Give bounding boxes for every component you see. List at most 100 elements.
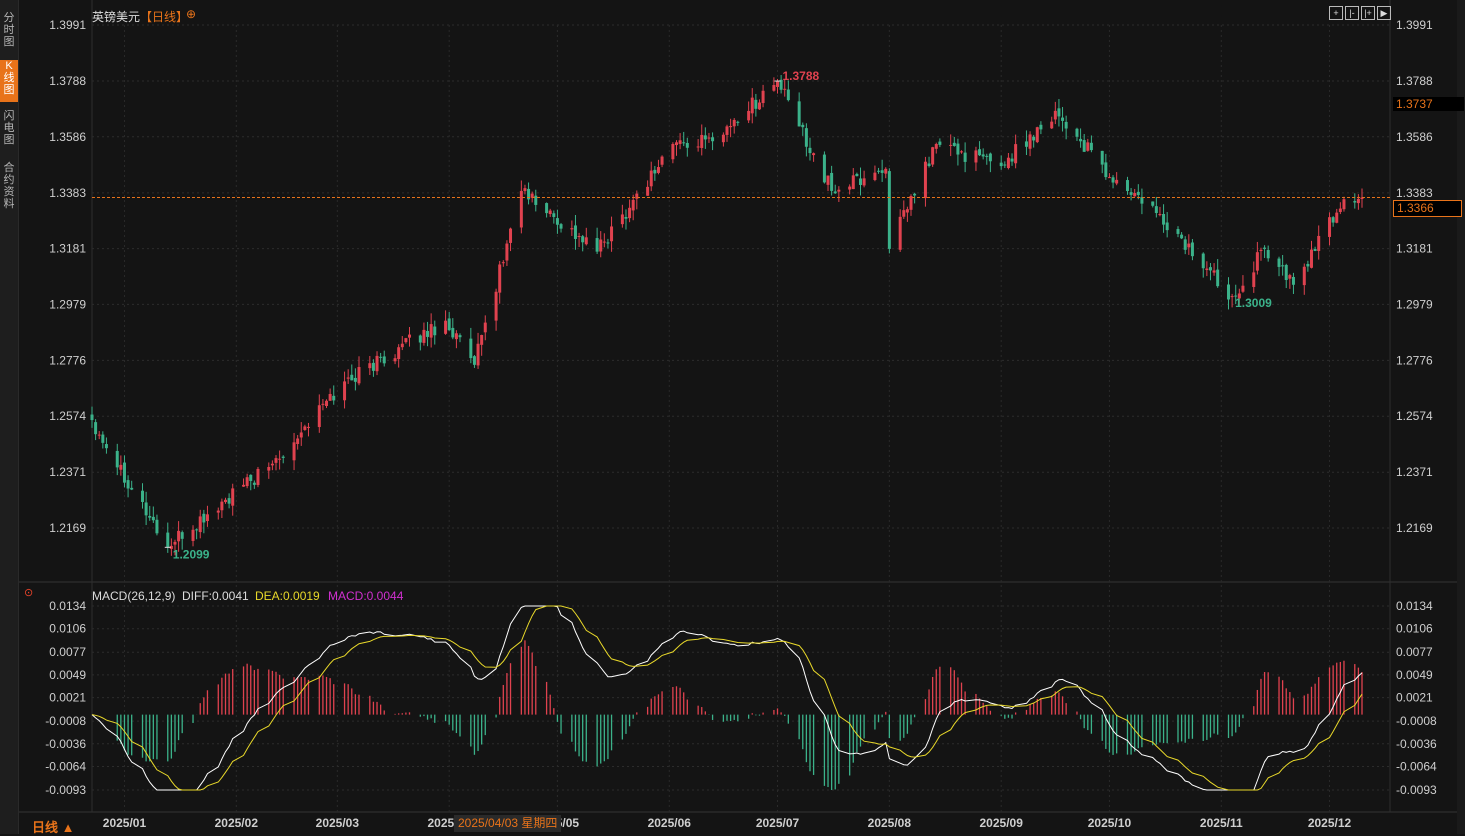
zoom-in-icon[interactable]: |+	[1361, 6, 1375, 20]
candle-body	[747, 110, 751, 121]
candle-body	[1306, 263, 1310, 267]
candle-body	[151, 516, 155, 521]
candle-body	[223, 499, 227, 503]
candle-body	[1335, 212, 1339, 223]
candle-body	[703, 135, 707, 140]
candle-body	[422, 329, 426, 343]
candle-body	[1024, 141, 1028, 147]
candle-body	[804, 128, 808, 147]
candle-body	[584, 237, 588, 245]
candle-body	[577, 235, 581, 237]
candle-body	[198, 516, 202, 533]
period-tag[interactable]: 【日线】	[140, 10, 189, 24]
price-tick-right: 1.3788	[1396, 74, 1433, 88]
candle-body	[812, 153, 816, 156]
candle-body	[447, 318, 451, 331]
candle-body	[1331, 217, 1335, 223]
candle-body	[408, 334, 411, 338]
candle-body	[754, 99, 758, 109]
macd-tick-right: -0.0093	[1396, 783, 1437, 797]
candle-body	[1107, 177, 1111, 179]
time-tick: 2025/03	[316, 816, 360, 830]
candle-body	[974, 150, 978, 163]
candle-body	[635, 193, 639, 199]
candle-body	[1032, 136, 1036, 141]
tab-contract-info[interactable]: 合约资料	[3, 162, 15, 210]
candle-body	[1259, 249, 1263, 251]
candle-body	[173, 541, 177, 545]
candle-body	[1010, 158, 1014, 162]
macd-hist-value: MACD:0.0044	[328, 589, 404, 603]
candle-body	[736, 121, 740, 123]
candle-body	[426, 330, 430, 337]
candle-body	[404, 338, 408, 343]
candle-body	[858, 178, 862, 185]
candle-body	[368, 363, 372, 369]
tab-flash[interactable]: 闪电图	[3, 110, 15, 146]
candle-body	[350, 374, 354, 381]
candle-body	[397, 347, 401, 360]
zoom-out-icon[interactable]: |-	[1345, 6, 1359, 20]
candle-body	[786, 89, 790, 101]
candle-body	[346, 377, 350, 379]
candle-body	[418, 335, 422, 343]
candle-body	[877, 170, 881, 172]
candle-body	[1061, 117, 1065, 121]
candle-body	[1111, 177, 1115, 183]
crosshair-icon[interactable]: +	[1329, 6, 1343, 20]
candle-body	[1039, 124, 1043, 130]
candle-body	[660, 156, 664, 165]
candle-body	[166, 532, 170, 548]
candle-body	[707, 137, 711, 139]
candle-body	[104, 444, 108, 449]
candle-body	[678, 140, 682, 144]
candle-body	[873, 172, 877, 181]
macd-title: MACD(26,12,9)	[92, 589, 176, 603]
candle-body	[905, 209, 909, 213]
candle-body	[1104, 162, 1108, 178]
candle-body	[1100, 150, 1104, 165]
candle-body	[155, 519, 159, 534]
candle-body	[343, 381, 347, 401]
left-tab-bar: 分时图 K线图 闪电图 合约资料	[0, 0, 19, 834]
candle-body	[454, 333, 458, 340]
macd-diff-line	[91, 605, 1363, 791]
candle-body	[602, 241, 606, 243]
period-select-button[interactable]: 日线 ▲	[32, 820, 75, 835]
candle-body	[761, 90, 765, 104]
candle-body	[1208, 267, 1212, 271]
price-tick-left: 1.3991	[49, 18, 86, 32]
candle-body	[530, 193, 534, 198]
candle-body	[931, 147, 935, 165]
crosshair-price-tag: 1.3737	[1393, 97, 1464, 111]
candle-body	[862, 178, 866, 186]
play-icon[interactable]: ▶	[1377, 6, 1391, 20]
candle-body	[887, 171, 891, 249]
candle-body	[808, 147, 812, 154]
candle-body	[757, 102, 761, 110]
candle-body	[1165, 222, 1169, 231]
tab-timeshare[interactable]: 分时图	[3, 12, 15, 48]
candle-body	[480, 335, 484, 345]
candle-body	[1180, 234, 1184, 239]
candle-body	[227, 498, 231, 504]
candle-body	[1079, 138, 1083, 142]
candle-body	[205, 514, 209, 522]
candle-body	[122, 462, 126, 483]
candle-body	[1252, 272, 1256, 287]
candle-body	[956, 143, 960, 155]
candle-body	[721, 134, 725, 143]
macd-histogram	[116, 640, 1363, 790]
candle-body	[90, 414, 94, 421]
candle-body	[732, 119, 736, 127]
candle-body	[783, 88, 787, 90]
tab-kline[interactable]: K线图	[0, 60, 18, 102]
candle-body	[620, 214, 624, 225]
candle-body	[1317, 235, 1321, 252]
candle-body	[1133, 193, 1137, 197]
candle-body	[1237, 293, 1241, 299]
add-indicator-icon[interactable]: ⊕	[186, 7, 197, 21]
macd-settings-icon[interactable]: ⊙	[24, 587, 34, 599]
candle-body	[231, 488, 235, 506]
